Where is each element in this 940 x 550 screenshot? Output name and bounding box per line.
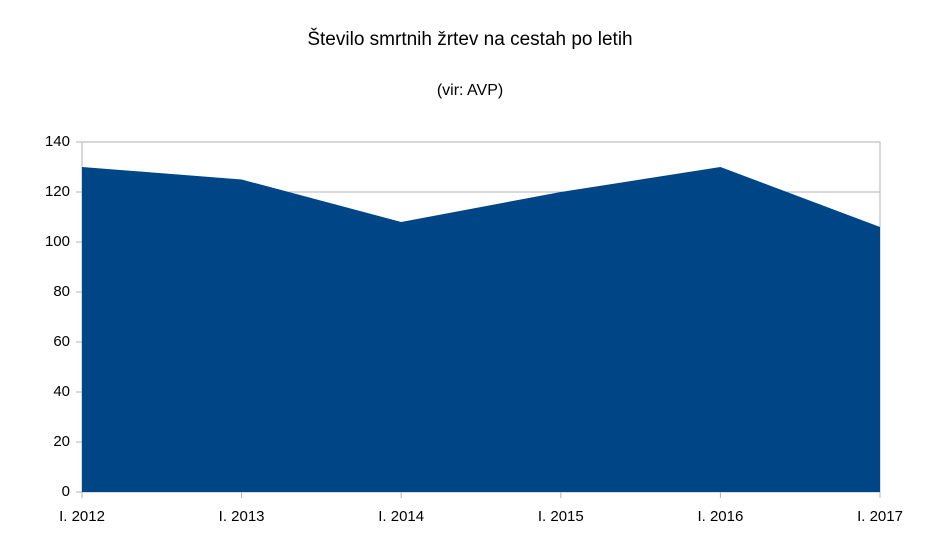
- y-tick-label: 120: [45, 183, 70, 200]
- x-tick-label: I. 2012: [59, 508, 105, 525]
- y-tick-label: 0: [62, 483, 70, 500]
- x-tick-label: I. 2015: [538, 508, 584, 525]
- chart-subtitle: (vir: AVP): [437, 82, 503, 99]
- x-tick-label: I. 2016: [697, 508, 743, 525]
- x-tick-label: I. 2017: [857, 508, 903, 525]
- y-tick-label: 60: [53, 333, 70, 350]
- chart-title: Število smrtnih žrtev na cestah po letih: [307, 28, 632, 50]
- y-tick-label: 20: [53, 433, 70, 450]
- x-tick-label: I. 2013: [219, 508, 265, 525]
- y-tick-label: 40: [53, 383, 70, 400]
- x-tick-label: I. 2014: [378, 508, 424, 525]
- y-tick-label: 80: [53, 283, 70, 300]
- y-tick-label: 100: [45, 233, 70, 250]
- y-tick-label: 140: [45, 133, 70, 150]
- area: [82, 167, 880, 492]
